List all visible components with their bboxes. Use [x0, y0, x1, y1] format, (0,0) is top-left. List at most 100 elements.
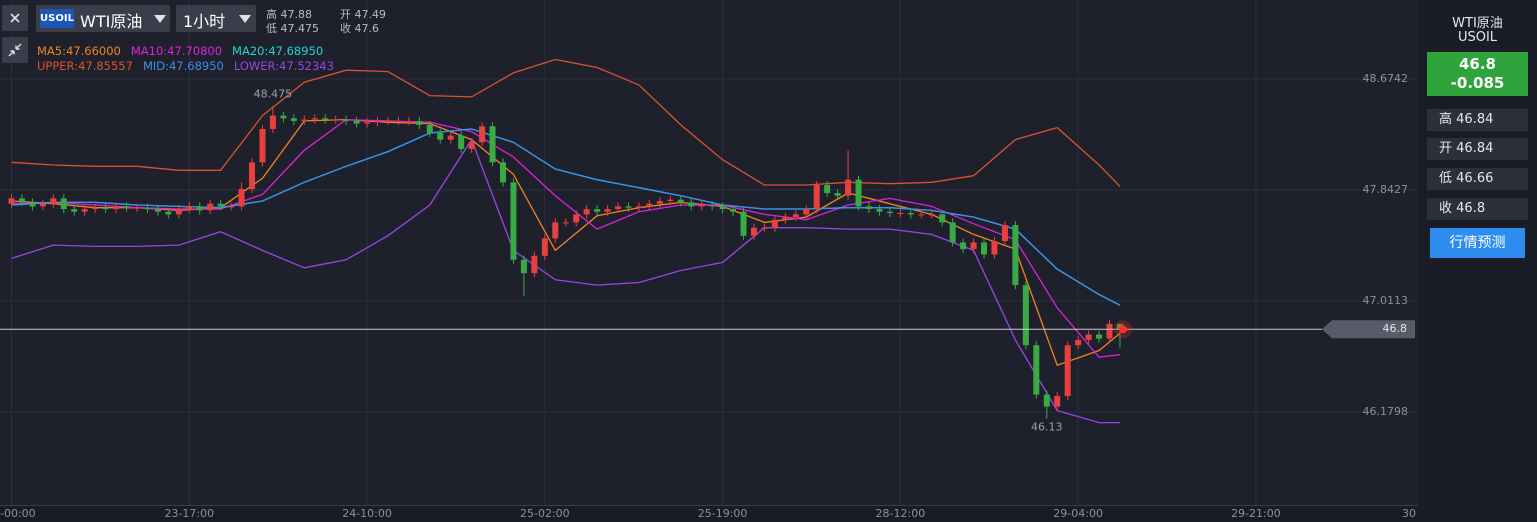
legend-entry: MA10:47.70800: [130, 44, 223, 58]
ohlc-open: 开 47.49: [340, 8, 386, 22]
quote-price: 46.8: [1458, 55, 1496, 73]
candle-body: [458, 135, 465, 149]
candle-body: [123, 206, 130, 208]
ohlc-value: 47.475: [280, 22, 320, 35]
candle-body: [667, 199, 674, 202]
ohlc-label: 开: [340, 8, 351, 21]
candle-body: [1033, 345, 1040, 395]
quote-label: 收: [1439, 201, 1453, 216]
candle-body: [740, 211, 747, 236]
candle-body: [1001, 225, 1008, 242]
candle-body: [144, 207, 151, 210]
candle-body: [322, 118, 329, 120]
candle-body: [897, 213, 904, 215]
candle-body: [416, 120, 423, 125]
legend-entry: MID:47.68950: [142, 59, 224, 73]
collapse-icon: [8, 43, 22, 57]
x-axis-bg: [0, 505, 1418, 522]
candle-body: [1022, 285, 1029, 346]
candle-body: [510, 182, 517, 260]
candle-body: [81, 209, 88, 212]
candle-body: [594, 209, 601, 212]
candle-body: [541, 238, 548, 256]
quote-label: 开: [1439, 141, 1453, 156]
quote-value: 46.8: [1456, 201, 1486, 216]
candle-body: [395, 120, 402, 122]
candle-body: [259, 128, 266, 163]
candle-body: [845, 179, 852, 196]
candle-body: [730, 209, 737, 212]
quote-panel: WTI原油 USOIL 46.8 -0.085 高 46.84 开 46.84 …: [1418, 0, 1537, 522]
candle-body: [343, 119, 350, 121]
candle-body: [625, 206, 632, 208]
y-tick-label: 48.6742: [1363, 72, 1409, 85]
symbol-badge: USOIL: [40, 9, 74, 28]
min-label: 46.13: [1031, 421, 1063, 434]
candle-body: [531, 255, 538, 274]
candle-body: [489, 126, 496, 163]
quote-high: 高 46.84: [1427, 109, 1528, 131]
quote-close: 收 46.8: [1427, 198, 1528, 220]
legend-entry: MA5:47.66000: [37, 44, 121, 58]
candle-body: [583, 209, 590, 215]
quote-value: 46.84: [1456, 141, 1494, 156]
legend: MA5:47.66000 MA10:47.70800 MA20:47.68950 UP…: [37, 44, 334, 74]
candle-body: [1012, 225, 1019, 286]
candle-body: [1106, 323, 1113, 339]
x-tick-label: 24-10:00: [342, 507, 392, 520]
candle-body: [907, 213, 914, 215]
x-tick-label: 25-19:00: [698, 507, 748, 520]
candle-body: [824, 185, 831, 194]
ohlc-low: 低 47.475: [266, 22, 319, 36]
candle-body: [782, 217, 789, 220]
dropdown-arrow: [239, 15, 251, 23]
symbol-name: WTI原油: [80, 12, 143, 31]
collapse-button[interactable]: [2, 37, 28, 63]
candle-body: [499, 162, 506, 183]
candle-body: [269, 115, 276, 129]
symbol-select[interactable]: USOIL WTI原油: [36, 5, 170, 32]
quote-label: 低: [1439, 171, 1453, 186]
quote-open: 开 46.84: [1427, 138, 1528, 160]
x-tick-label: 23-17:00: [164, 507, 214, 520]
y-tick-label: 47.8427: [1363, 183, 1409, 196]
candle-body: [133, 207, 140, 209]
quote-symbol: USOIL: [1457, 30, 1498, 45]
candle-body: [677, 199, 684, 203]
interval-select[interactable]: 1小时: [176, 5, 256, 32]
candle-body: [165, 211, 172, 215]
candle-body: [71, 209, 78, 212]
ohlc-high: 高 47.88: [266, 8, 312, 22]
candle-body: [280, 115, 287, 119]
x-tick-label: 28-12:00: [876, 507, 926, 520]
candle-body: [175, 209, 182, 215]
forecast-button[interactable]: 行情预测: [1430, 228, 1525, 258]
quote-label: 高: [1439, 112, 1453, 127]
candle-body: [813, 185, 820, 210]
dropdown-arrow: [154, 15, 166, 23]
x-tick-label: 25-02:00: [520, 507, 570, 520]
candle-body: [886, 211, 893, 214]
ohlc-label: 低: [266, 22, 277, 35]
candle-body: [29, 202, 36, 207]
quote-value: 46.66: [1456, 171, 1494, 186]
candle-body: [8, 198, 15, 204]
candle-body: [803, 209, 810, 215]
candle-body: [635, 206, 642, 208]
legend-row: MA5:47.66000 MA10:47.70800 MA20:47.68950: [37, 44, 334, 59]
candle-body: [113, 206, 120, 210]
max-label: 48.475: [254, 88, 293, 101]
candle-body: [18, 198, 25, 203]
candle-body: [552, 222, 559, 239]
candle-body: [761, 227, 768, 229]
candle-body: [928, 214, 935, 216]
candle-body: [426, 124, 433, 133]
candle-body: [792, 214, 799, 218]
quote-low: 低 46.66: [1427, 168, 1528, 190]
close-button[interactable]: [2, 5, 28, 31]
candle-body: [384, 120, 391, 122]
legend-row: UPPER:47.85557 MID:47.68950 LOWER:47.52343: [37, 59, 334, 74]
candle-body: [1064, 345, 1071, 396]
candle-body: [60, 198, 67, 210]
